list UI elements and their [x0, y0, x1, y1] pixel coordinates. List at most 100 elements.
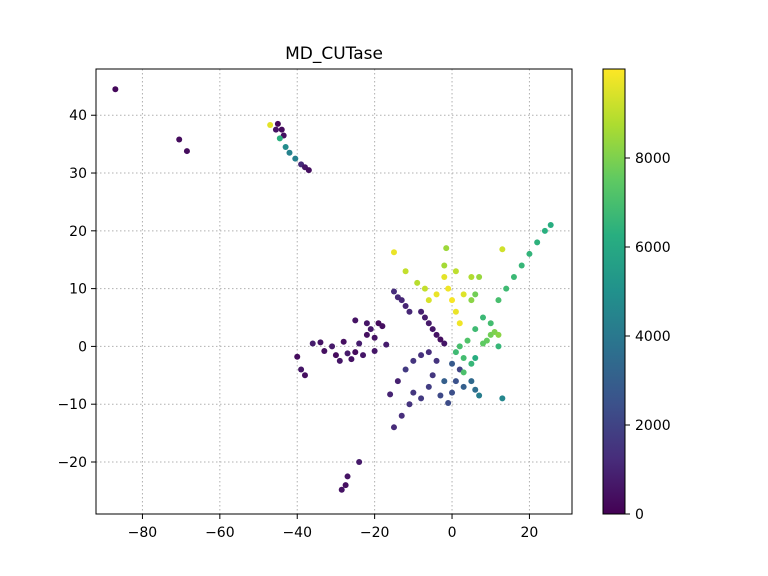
scatter-point — [456, 343, 463, 350]
scatter-point — [292, 155, 299, 162]
scatter-point — [476, 392, 483, 399]
scatter-point — [367, 326, 374, 333]
scatter-point — [479, 314, 486, 321]
scatter-point — [278, 126, 285, 133]
colorbar-axis: 0 2000 4000 6000 8000 — [625, 151, 671, 523]
y-tick-label: −20 — [57, 455, 87, 471]
scatter-point — [472, 386, 479, 393]
scatter-point — [332, 352, 339, 359]
scatter-point — [441, 378, 448, 385]
scatter-point — [452, 308, 459, 315]
scatter-point — [421, 314, 428, 321]
scatter-point — [418, 395, 425, 402]
colorbar-tick-label: 6000 — [635, 240, 671, 256]
scatter-point — [445, 400, 452, 407]
scatter-point — [476, 274, 483, 281]
scatter-point — [317, 339, 324, 346]
scatter-point — [468, 360, 475, 367]
scatter-point — [433, 291, 440, 298]
scatter-point — [510, 274, 517, 281]
scatter-point — [429, 372, 436, 379]
scatter-point — [452, 378, 459, 385]
scatter-point — [402, 302, 409, 309]
scatter-point — [499, 246, 506, 253]
scatter-point — [360, 352, 367, 359]
scatter-point — [344, 473, 351, 480]
scatter-point — [344, 350, 351, 357]
scatter-point — [301, 372, 308, 379]
scatter-point — [183, 148, 190, 155]
scatter-point — [487, 320, 494, 327]
scatter-point — [541, 227, 548, 234]
scatter-point — [410, 389, 417, 396]
scatter-point — [298, 366, 305, 373]
scatter-point — [464, 337, 471, 344]
scatter-point — [267, 122, 274, 129]
scatter-point — [340, 338, 347, 345]
scatter-point — [449, 389, 456, 396]
scatter-point — [452, 268, 459, 275]
chart-title: MD_CUTase — [285, 44, 383, 64]
scatter-point — [352, 349, 359, 356]
x-tick-label: 20 — [521, 525, 539, 541]
x-tick-label: −60 — [205, 525, 235, 541]
scatter-point — [460, 354, 467, 361]
scatter-point — [418, 352, 425, 359]
scatter-point — [433, 357, 440, 364]
scatter-point — [276, 135, 283, 142]
scatter-point — [437, 336, 444, 343]
y-tick-label: 10 — [69, 282, 87, 298]
scatter-point — [371, 348, 378, 355]
y-tick-label: 40 — [69, 108, 87, 124]
scatter-point — [460, 369, 467, 376]
data-points — [112, 86, 554, 493]
scatter-point — [363, 331, 370, 338]
scatter-point — [342, 482, 349, 489]
scatter-point — [398, 297, 405, 304]
scatter-point — [390, 424, 397, 431]
colorbar-tick-label: 4000 — [635, 329, 671, 345]
scatter-point — [379, 323, 386, 330]
y-tick-label: −10 — [57, 397, 87, 413]
scatter-point — [468, 297, 475, 304]
scatter-point — [433, 331, 440, 338]
scatter-point — [449, 360, 456, 367]
x-axis: −80 −60 −40 −20 0 20 — [128, 514, 539, 541]
scatter-point — [468, 378, 475, 385]
scatter-point — [495, 297, 502, 304]
scatter-point — [443, 245, 450, 252]
scatter-point — [418, 308, 425, 315]
scatter-point — [479, 340, 486, 347]
colorbar-tick-label: 8000 — [635, 151, 671, 167]
scatter-point — [305, 167, 312, 174]
x-tick-label: −20 — [360, 525, 390, 541]
scatter-point — [383, 341, 390, 348]
scatter-point — [274, 120, 281, 127]
scatter-point — [398, 412, 405, 419]
scatter-point — [495, 331, 502, 338]
scatter-point — [402, 366, 409, 373]
x-tick-label: 0 — [448, 525, 457, 541]
scatter-point — [321, 348, 328, 355]
scatter-point — [394, 378, 401, 385]
scatter-point — [452, 349, 459, 356]
colorbar-tick-label: 0 — [635, 507, 644, 523]
scatter-point — [468, 274, 475, 281]
scatter-point — [387, 391, 394, 398]
scatter-point — [429, 326, 436, 333]
scatter-point — [499, 395, 506, 402]
scatter-point — [356, 340, 363, 347]
scatter-point — [425, 297, 432, 304]
scatter-point — [460, 291, 467, 298]
scatter-point — [421, 285, 428, 292]
scatter-point — [503, 285, 510, 292]
y-tick-label: 30 — [69, 166, 87, 182]
scatter-point — [518, 262, 525, 269]
scatter-point — [472, 326, 479, 333]
colorbar — [602, 68, 626, 515]
scatter-point — [425, 320, 432, 327]
scatter-point — [112, 86, 119, 93]
scatter-point — [309, 340, 316, 347]
scatter-point — [294, 353, 301, 360]
plot-frame — [95, 68, 573, 515]
